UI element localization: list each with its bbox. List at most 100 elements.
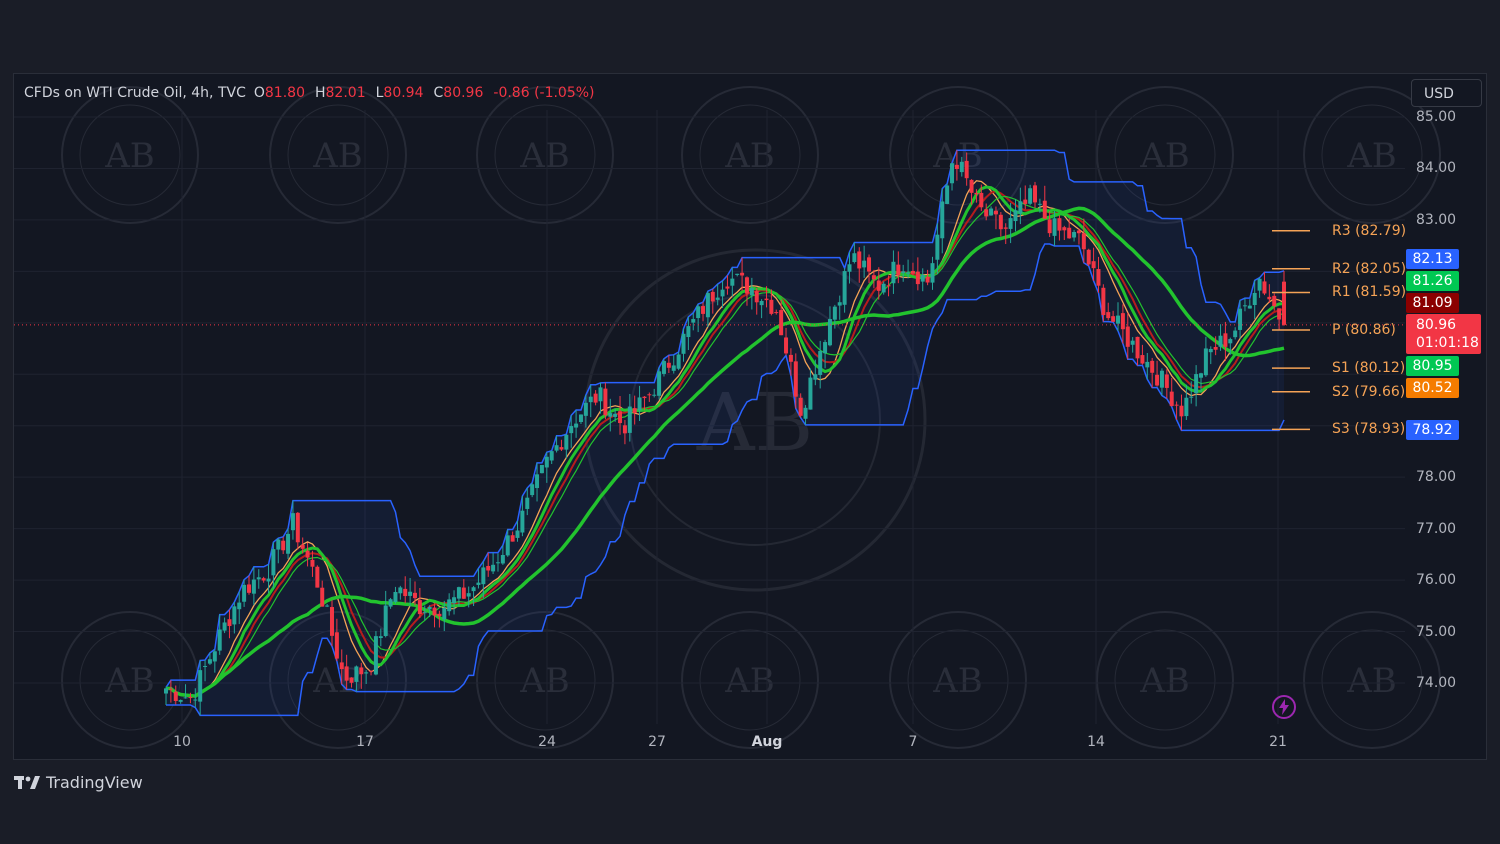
ma-thin-green-line: [165, 195, 1285, 697]
candle-body: [784, 337, 789, 354]
watermark-seal-ring: [1114, 629, 1216, 731]
candle-body: [432, 607, 437, 616]
candle-body: [759, 300, 764, 306]
candle-body: [178, 700, 183, 702]
candle-body: [1164, 374, 1169, 388]
candle-body: [217, 629, 222, 651]
candle-body: [207, 659, 212, 664]
candle-body: [242, 584, 247, 602]
candle-body: [1169, 391, 1174, 406]
x-tick-label: 7: [908, 734, 918, 750]
candle-body: [447, 599, 452, 612]
candle-body: [1267, 296, 1272, 300]
candle-body: [364, 672, 369, 674]
candle-body: [505, 535, 510, 556]
candle-body: [832, 306, 837, 320]
watermark-text: AB: [104, 661, 155, 701]
candle-body: [627, 406, 632, 433]
candle-body: [369, 670, 374, 672]
candle-body: [803, 407, 808, 419]
watermark-text: AB: [519, 136, 570, 176]
candle-body: [622, 425, 627, 434]
candle-body: [539, 465, 544, 474]
candle-body: [1252, 292, 1257, 306]
candle-body: [564, 434, 569, 450]
candle-body: [1086, 249, 1091, 265]
candle-body: [847, 264, 852, 272]
candle-body: [749, 288, 754, 296]
candle-body: [935, 234, 940, 260]
candle-body: [1008, 218, 1013, 229]
tradingview-logo[interactable]: TradingView: [14, 773, 143, 792]
candle-body: [427, 606, 432, 610]
pivot-label: S1 (80.12): [1332, 360, 1406, 377]
candle-body: [862, 260, 867, 268]
change-value: -0.86 (-1.05%): [493, 85, 595, 101]
watermark-text: AB: [312, 136, 363, 176]
candle-body: [618, 411, 623, 424]
candle-body: [1218, 335, 1223, 347]
watermark-seal: [1303, 86, 1441, 224]
watermark-seal-ring: [287, 629, 389, 731]
candle-body: [481, 567, 486, 585]
watermark-seal-ring: [907, 629, 1009, 731]
candle-body: [500, 555, 505, 564]
candle-body: [998, 214, 1003, 230]
candle-body: [720, 289, 725, 297]
candle-body: [437, 613, 442, 617]
candle-body: [295, 512, 300, 543]
candle-body: [1228, 339, 1233, 344]
candle-body: [1125, 326, 1130, 347]
candle-body: [339, 662, 344, 670]
candle-body: [613, 413, 618, 417]
pivot-label: S3 (78.93): [1332, 421, 1406, 438]
watermark-seal: [1303, 611, 1441, 749]
candle-body: [915, 271, 920, 285]
candle-body: [1076, 230, 1081, 234]
price-badge: 81.09: [1406, 293, 1459, 313]
candle-body: [1213, 347, 1218, 350]
candle-body: [486, 565, 491, 571]
candle-body: [754, 291, 759, 303]
candle-body: [691, 319, 696, 323]
lightning-icon[interactable]: [1271, 694, 1297, 720]
candle-body: [373, 636, 378, 675]
watermark-seal-ring: [287, 104, 389, 206]
candle-body: [901, 271, 906, 274]
candle-body: [344, 666, 349, 681]
candle-body: [574, 423, 579, 428]
candle-body: [203, 665, 208, 667]
candle-body: [422, 612, 427, 614]
candle-body: [515, 530, 520, 538]
channel-lower-line: [166, 243, 1285, 717]
candle-body: [251, 579, 256, 594]
candle-body: [305, 550, 310, 558]
x-tick-label: 17: [356, 734, 374, 750]
watermark-text: AB: [104, 136, 155, 176]
candle-body: [261, 578, 266, 581]
pivot-label: R2 (82.05): [1332, 260, 1407, 277]
candle-body: [701, 306, 706, 314]
candle-body: [461, 587, 466, 599]
currency-button[interactable]: USD: [1411, 79, 1482, 107]
y-tick-label: 78.00: [1416, 469, 1457, 486]
candle-body: [320, 587, 325, 607]
candle-body: [1003, 227, 1008, 229]
candle-body: [290, 513, 295, 531]
watermark-seal: [889, 611, 1027, 749]
y-tick-label: 84.00: [1416, 160, 1457, 177]
candle-body: [525, 497, 530, 509]
symbol-name: CFDs on WTI Crude Oil, 4h, TVC: [24, 85, 246, 101]
watermark-seal: [61, 611, 199, 749]
candle-body: [227, 619, 232, 627]
candle-body: [417, 600, 422, 615]
last-price-value: 80.96: [1416, 317, 1457, 333]
candle-body: [852, 253, 857, 263]
candle-body: [588, 396, 593, 403]
candle-body: [1052, 218, 1057, 236]
candle-body: [1159, 370, 1164, 388]
candle-body: [237, 602, 242, 610]
candle-body: [993, 210, 998, 215]
candle-body: [788, 354, 793, 362]
